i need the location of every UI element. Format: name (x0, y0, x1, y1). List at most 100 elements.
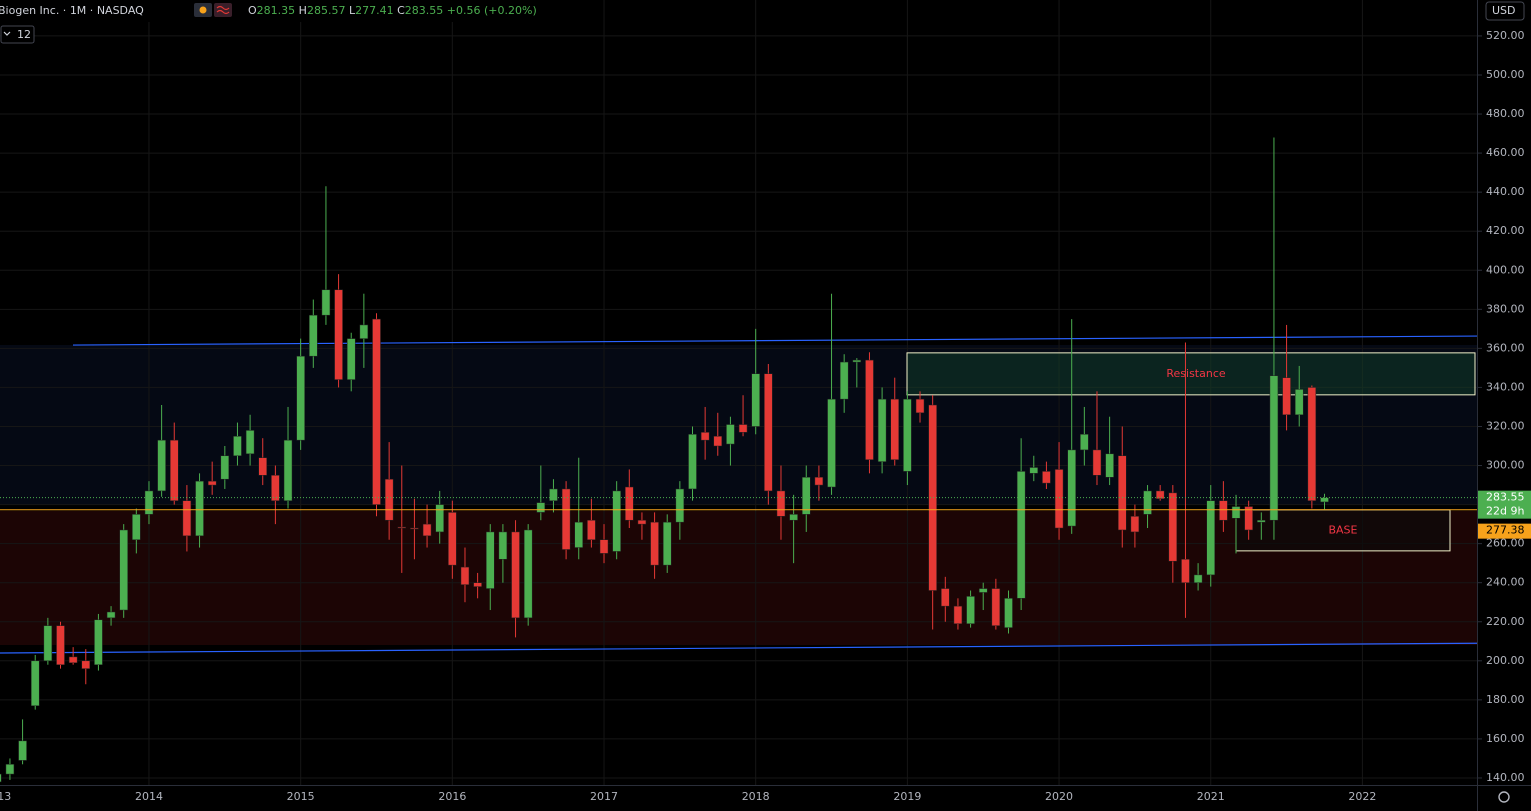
x-tick-label: 2019 (893, 790, 921, 803)
candle-body (460, 566, 470, 585)
candle-body (1257, 519, 1266, 523)
candle-body (1130, 516, 1140, 533)
candle-body (1193, 574, 1203, 583)
y-tick-label: 400.00 (1486, 263, 1525, 276)
candle-body (233, 435, 242, 457)
candle-body (1282, 377, 1291, 416)
candle-body (1029, 467, 1039, 474)
candle-body (915, 398, 925, 414)
candle-body (713, 435, 723, 447)
candle-body (1231, 506, 1241, 519)
candle-body (1206, 500, 1215, 576)
candle-body (56, 625, 65, 665)
candle-body (334, 289, 343, 380)
candle-body (1155, 490, 1165, 499)
candle-body (106, 611, 116, 619)
candle-body (182, 500, 192, 537)
candle-body (1105, 453, 1114, 478)
candle-body (865, 359, 874, 460)
candle-body (1016, 471, 1026, 599)
y-tick-label: 420.00 (1486, 224, 1525, 237)
y-tick-label: 340.00 (1486, 380, 1525, 393)
candle-body (1307, 387, 1317, 501)
candle-body (0, 773, 2, 783)
candle-body (561, 488, 571, 550)
ohlc-value: 283.55 (405, 4, 444, 17)
candle-body (1181, 559, 1190, 583)
candle-body (410, 527, 419, 530)
x-tick-label: 2020 (1045, 790, 1073, 803)
candle-body (498, 531, 508, 560)
header: Biogen Inc. · 1M · NASDAQ O281.35 H285.57… (0, 0, 600, 44)
candle-body (764, 373, 773, 492)
candle-body (536, 502, 546, 513)
candle-body (309, 314, 318, 357)
indicator-count: 12 (17, 28, 31, 41)
candle-body (144, 490, 154, 515)
change-pct: (+0.20%) (484, 4, 537, 17)
y-tick-label: 220.00 (1486, 615, 1525, 628)
ohlc-value: 281.35 (257, 4, 296, 17)
ohlc-value: 277.41 (355, 4, 394, 17)
candle-body (1080, 434, 1089, 451)
ref-badge (1478, 523, 1531, 539)
candle-body (814, 476, 824, 486)
symbol-title: Biogen Inc. · 1M · NASDAQ (0, 4, 144, 17)
candle-body (1118, 455, 1127, 531)
y-tick-label: 520.00 (1486, 29, 1525, 42)
candle-body (650, 521, 659, 566)
currency-label: USD (1492, 4, 1516, 17)
candle-body (271, 475, 280, 501)
candle-body (1219, 500, 1228, 521)
candle-body (978, 588, 988, 593)
candle-body (625, 486, 634, 521)
candle-body (877, 398, 887, 462)
y-tick-label: 320.00 (1486, 419, 1525, 432)
x-tick-label: 2013 (0, 790, 11, 803)
y-tick-label: 180.00 (1486, 693, 1525, 706)
last-price-badge (1478, 490, 1531, 519)
channel-line (72, 335, 1477, 346)
candle-body (435, 504, 444, 533)
ohlc-legend: O281.35 H285.57 L277.41 C283.55 +0.56 (+… (248, 4, 537, 17)
status-icon (214, 3, 232, 17)
candle-body (612, 490, 621, 552)
ref-label: 277.38 (1486, 524, 1525, 537)
ohlc-prefix: H (299, 4, 307, 17)
candle-body (68, 656, 78, 664)
indicator-toggle[interactable] (0, 25, 35, 44)
zone-label: Resistance (1166, 367, 1226, 380)
candle-body (359, 324, 369, 339)
change: +0.56 (447, 4, 481, 17)
candle-body (258, 457, 267, 476)
y-tick-label: 500.00 (1486, 68, 1525, 81)
ohlc-prefix: C (397, 4, 405, 17)
candle-body (738, 424, 748, 433)
y-tick-label: 200.00 (1486, 654, 1525, 667)
title: Biogen Inc. (0, 4, 59, 17)
candle-body (18, 740, 27, 761)
x-tick-label: 2014 (135, 790, 163, 803)
candle-body (296, 355, 305, 441)
candle-body (397, 526, 407, 529)
candle-body (1294, 389, 1304, 416)
candle-body (890, 398, 899, 460)
candle-body (1042, 471, 1051, 484)
settings-icon[interactable] (1498, 791, 1510, 803)
candle-body (43, 625, 53, 662)
candle-body (637, 519, 647, 525)
candle-body (422, 523, 432, 537)
x-tick-label: 2016 (438, 790, 466, 803)
candle-body (1067, 449, 1076, 527)
candle-body (1244, 506, 1253, 531)
candle-body (1269, 375, 1279, 521)
candle-body (283, 439, 293, 501)
x-tick-label: 2015 (287, 790, 315, 803)
y-tick-label: 480.00 (1486, 107, 1525, 120)
candle-body (789, 514, 798, 521)
currency-button[interactable] (1485, 1, 1525, 21)
candle-body (991, 588, 1001, 626)
